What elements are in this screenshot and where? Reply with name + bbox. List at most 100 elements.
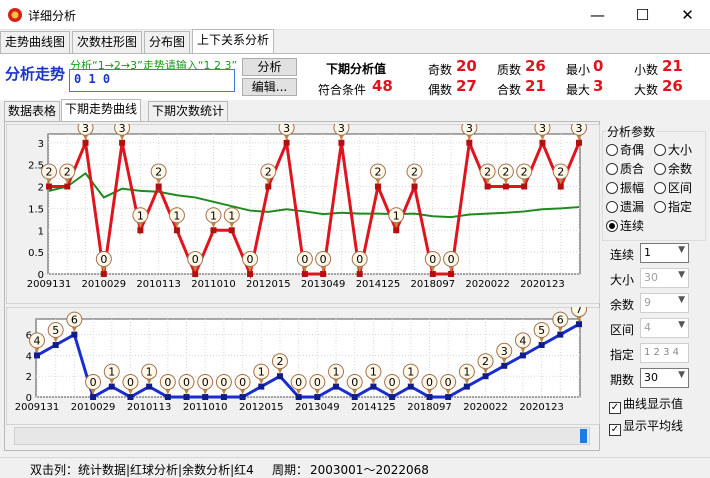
radio-dot [654, 182, 666, 194]
app-logo-icon [8, 8, 22, 22]
chevron-down-icon: ▼ [678, 245, 685, 255]
radio-dot [606, 163, 618, 175]
data-label: 2 [484, 166, 491, 179]
radio-prime-composite[interactable]: 质合 [606, 160, 644, 177]
big-label: 大数 [634, 83, 659, 97]
data-label-bubble [168, 207, 185, 224]
radio-consecutive[interactable]: 连续 [606, 217, 644, 234]
data-point [429, 271, 436, 277]
data-point [557, 183, 564, 190]
radio-interval[interactable]: 区间 [654, 179, 692, 196]
radio-big-small[interactable]: 大小 [654, 141, 692, 158]
data-label: 1 [137, 209, 144, 222]
specify-label: 指定 [610, 348, 635, 362]
data-point [482, 373, 489, 380]
data-label: 1 [463, 366, 470, 379]
data-label-bubble [85, 374, 102, 390]
data-label: 0 [183, 376, 190, 389]
status-bar: 双击列：统计数据|红球分析|余数分析|红4 周期： 2003001～202206… [0, 457, 710, 477]
edit-button[interactable]: 编辑... [242, 78, 297, 96]
data-label-bubble [369, 163, 386, 180]
select-value: 30 [644, 371, 658, 384]
radio-odd-even[interactable]: 奇偶 [606, 141, 644, 158]
radio-remainder[interactable]: 余数 [654, 160, 692, 177]
radio-amplitude[interactable]: 振幅 [606, 179, 644, 196]
radio-specify[interactable]: 指定 [654, 198, 692, 215]
minimize-button[interactable]: — [590, 6, 605, 24]
maximize-button[interactable]: ☐ [635, 6, 650, 24]
data-label: 0 [301, 253, 308, 266]
period-range: 2003001～2022068 [310, 463, 429, 477]
data-label-bubble [59, 163, 76, 180]
data-label: 0 [429, 253, 436, 266]
data-label: 2 [64, 166, 71, 179]
data-label: 1 [108, 366, 115, 379]
checkbox-label: 曲线显示值 [623, 397, 684, 411]
data-label-bubble [290, 374, 307, 390]
radio-dot [606, 201, 618, 213]
chevron-down-icon: ▼ [678, 320, 685, 330]
tab-relation-analysis[interactable]: 上下关系分析 [192, 29, 275, 53]
data-point [192, 271, 199, 277]
checkmark-icon: ✓ [609, 402, 621, 414]
match-label: 符合条件 [318, 83, 367, 97]
data-label-bubble [534, 124, 551, 136]
data-label-bubble [150, 163, 167, 180]
data-label-bubble [197, 374, 214, 390]
data-label: 6 [557, 314, 564, 327]
data-point [407, 383, 414, 390]
radio-dot [606, 182, 618, 194]
period-scrollbar[interactable] [14, 427, 590, 445]
show-average-checkbox[interactable]: ✓ 显示平均线 [609, 417, 683, 436]
data-label-bubble [103, 363, 120, 380]
tab-distribution[interactable]: 分布图 [144, 31, 191, 53]
chart-area: 0 0.5 1 1.5 2 2.5 3 2009131 2010029 2010113 201101… [4, 121, 600, 451]
data-point [576, 321, 582, 328]
tab-count-bar[interactable]: 次数柱形图 [72, 31, 143, 53]
tab-data-table[interactable]: 数据表格 [4, 101, 61, 121]
data-label: 1 [146, 366, 153, 379]
data-point [52, 342, 59, 348]
data-label: 0 [192, 253, 199, 266]
data-label: 3 [576, 124, 583, 135]
tab-next-trend-curve[interactable]: 下期走势曲线 [61, 99, 142, 121]
data-label: 3 [283, 124, 290, 135]
data-point [90, 394, 97, 400]
data-point [173, 227, 180, 234]
radio-label: 振幅 [620, 181, 645, 195]
data-point [338, 139, 345, 146]
data-label-bubble [95, 251, 112, 267]
scrollbar-thumb[interactable] [580, 429, 587, 443]
data-label-bubble [571, 124, 587, 136]
x-tick-label: 2010029 [82, 279, 127, 290]
radio-label: 区间 [668, 181, 693, 195]
show-curve-values-checkbox[interactable]: ✓ 曲线显示值 [609, 395, 683, 414]
data-point [539, 139, 546, 146]
radio-omission[interactable]: 遗漏 [606, 198, 644, 215]
data-label-bubble [309, 374, 326, 390]
data-label: 0 [356, 253, 363, 266]
tab-trend-curve[interactable]: 走势曲线图 [0, 31, 71, 53]
periods-select[interactable]: 30 ▼ [640, 368, 689, 388]
consecutive-select[interactable]: 1 ▼ [640, 243, 689, 263]
tab-next-count-stats[interactable]: 下期次数统计 [148, 101, 229, 121]
data-label: 7 [576, 307, 583, 316]
analyze-button[interactable]: 分析 [242, 58, 297, 76]
min-value: 0 [593, 57, 604, 75]
radio-label: 余数 [668, 162, 693, 176]
close-button[interactable]: ✕ [681, 6, 694, 24]
specify-input: 1 2 3 4 [640, 343, 689, 363]
radio-dot [654, 201, 666, 213]
data-point [301, 271, 308, 277]
data-label-bubble [215, 374, 232, 390]
data-label: 1 [258, 366, 265, 379]
radio-label: 连续 [620, 219, 645, 233]
data-point [34, 352, 40, 359]
data-point [228, 227, 235, 234]
data-point [374, 183, 381, 190]
data-point [411, 183, 418, 190]
small-label: 小数 [634, 63, 659, 77]
pattern-input[interactable]: 0 1 0 [69, 69, 235, 92]
data-point [333, 383, 340, 390]
